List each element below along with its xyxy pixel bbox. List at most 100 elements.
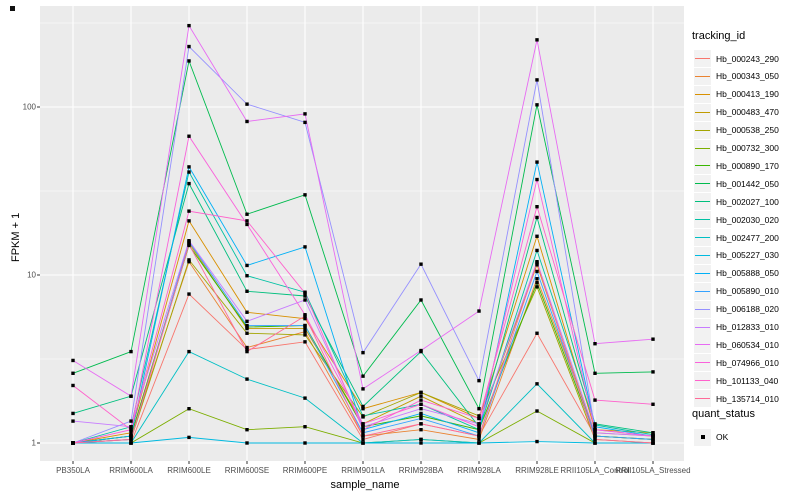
data-point (303, 333, 307, 337)
data-point (245, 274, 249, 278)
data-point (593, 437, 597, 442)
x-tick-label: RRIM928LA (457, 466, 501, 475)
legend-item: Hb_012833_010 (694, 318, 779, 336)
data-point (129, 425, 133, 429)
legend-key-swatch (694, 354, 711, 372)
data-point (419, 414, 423, 418)
data-point (361, 404, 365, 409)
data-point (187, 59, 191, 63)
data-point (245, 222, 249, 227)
data-point (245, 441, 249, 445)
data-point (477, 428, 481, 432)
legend-key-line (695, 380, 710, 382)
legend-item: Hb_074966_010 (694, 354, 779, 372)
legend-item: Hb_000343_050 (694, 67, 779, 85)
data-point (129, 434, 133, 438)
data-point (187, 242, 191, 247)
x-tick-label: RRIM600SE (224, 466, 270, 475)
data-point (303, 316, 307, 321)
data-point (477, 431, 481, 435)
data-point (303, 291, 307, 295)
data-point (245, 212, 249, 216)
legend-item: Hb_005890_010 (694, 282, 779, 300)
quant-legend-item-label: OK (716, 432, 729, 442)
data-point (535, 160, 539, 164)
legend-key-line (695, 308, 710, 310)
data-point (187, 260, 191, 264)
legend-item: Hb_000483_470 (694, 103, 779, 121)
data-point (71, 371, 75, 375)
legend-key-swatch (694, 229, 711, 246)
data-point (245, 349, 249, 354)
x-axis-title: sample_name (330, 479, 400, 491)
y-axis-title: FPKM + 1 (10, 212, 22, 262)
legend-item-label: Hb_000243_290 (716, 53, 779, 64)
legend-item: Hb_135714_010 (694, 390, 779, 408)
legend-item: Hb_006188_020 (694, 300, 779, 318)
data-point (593, 431, 597, 435)
data-point (71, 419, 75, 423)
data-point (245, 319, 249, 324)
legend-key-line (695, 326, 710, 328)
quant-legend-item: OK (694, 428, 728, 446)
data-point (361, 428, 365, 432)
data-point (535, 263, 539, 267)
legend-key-swatch (694, 121, 711, 139)
y-tick-label: 100 (22, 102, 36, 112)
data-point (535, 277, 539, 281)
legend-item-label: Hb_000538_250 (716, 125, 779, 136)
data-point (187, 292, 191, 296)
data-point (361, 431, 365, 435)
data-point (419, 402, 423, 406)
x-tick-label: RRII105LA_Stressed (615, 466, 691, 475)
legend-key-swatch (694, 157, 711, 175)
legend-item-label: Hb_000483_470 (716, 107, 779, 118)
legend-key-line (695, 290, 710, 292)
legend-item: Hb_000538_250 (694, 121, 779, 139)
data-point (187, 209, 191, 213)
data-point (361, 437, 365, 442)
legend-key-line (695, 219, 710, 221)
data-point (535, 215, 539, 220)
legend-item-label: Hb_002030_020 (716, 214, 779, 225)
legend-item: Hb_000413_190 (694, 85, 779, 103)
legend-item-label: Hb_060534_010 (716, 339, 779, 350)
data-point (71, 441, 75, 445)
data-point (535, 285, 539, 289)
legend-key-swatch (694, 336, 711, 354)
legend-item: Hb_005227_030 (694, 246, 779, 264)
data-point (419, 394, 423, 398)
data-point (187, 258, 191, 262)
data-point (593, 371, 597, 375)
data-point (477, 416, 481, 421)
legend-item: Hb_000732_300 (694, 139, 779, 157)
data-point (129, 431, 133, 435)
legend-key-line (695, 183, 710, 185)
data-point (535, 439, 539, 444)
quant-legend-point-icon (700, 435, 705, 439)
data-point (651, 370, 655, 374)
legend-item-label: Hb_005227_030 (716, 250, 779, 261)
legend-key-line (695, 201, 710, 203)
data-point (651, 437, 655, 442)
data-point (477, 441, 481, 445)
data-point (303, 120, 307, 125)
data-point (535, 331, 539, 335)
data-point (187, 435, 191, 440)
data-point (361, 425, 365, 429)
data-point (129, 349, 133, 354)
data-point (245, 347, 249, 352)
quant-legend-title: quant_status (692, 408, 755, 420)
legend-item-label: Hb_000732_300 (716, 143, 779, 153)
data-point (593, 398, 597, 402)
data-point (129, 394, 133, 398)
data-point (361, 374, 365, 378)
x-tick-label: RRIM600PE (282, 466, 328, 475)
data-point (245, 289, 249, 293)
data-point (187, 134, 191, 138)
y-tick-label: 10 (27, 270, 36, 280)
legend-item-label: Hb_000890_170 (716, 160, 779, 171)
data-point (303, 112, 307, 116)
data-point (71, 358, 75, 363)
